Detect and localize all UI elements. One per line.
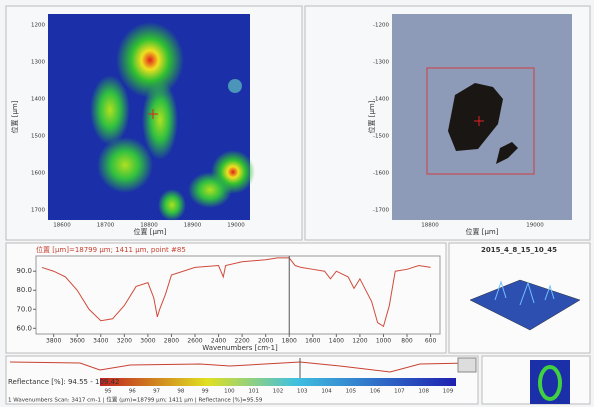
y-tick-label: 70.0 xyxy=(16,305,32,313)
colorbar-tick: 103 xyxy=(297,389,308,395)
map-y-label: 位置 [μm] xyxy=(10,100,19,133)
x-tick-label: 800 xyxy=(401,338,413,345)
x-tick-label: 2200 xyxy=(234,338,249,345)
image-y-tick: -1600 xyxy=(373,171,389,177)
y-tick-label: 60.0 xyxy=(16,324,32,332)
image-y-tick: -1500 xyxy=(373,134,389,140)
surface-title: 2015_4_8_15_10_45 xyxy=(481,246,557,254)
spectrum-panel xyxy=(6,243,446,353)
x-tick-label: 2600 xyxy=(187,338,202,345)
x-tick-label: 2000 xyxy=(258,338,273,345)
map-y-tick: 1400 xyxy=(31,97,45,103)
small-spot xyxy=(228,79,242,93)
map-y-tick: 1500 xyxy=(31,134,45,140)
hot-spot xyxy=(116,22,184,98)
x-tick-label: 1400 xyxy=(329,338,344,345)
colorbar-tick: 95 xyxy=(105,389,112,395)
colorbar xyxy=(100,378,456,386)
image-y-tick: -1700 xyxy=(373,208,389,214)
x-tick-label: 2800 xyxy=(164,338,179,345)
colorbar-tick: 96 xyxy=(129,389,136,395)
map-x-tick: 18900 xyxy=(184,223,202,229)
x-tick-label: 600 xyxy=(425,338,437,345)
x-tick-label: 3400 xyxy=(93,338,108,345)
heatmap xyxy=(48,14,255,221)
image-y-label: 位置 [μm] xyxy=(367,100,376,133)
spectrum-header: 位置 [μm]=18799 μm; 1411 μm, point #85 xyxy=(36,245,186,254)
microscope-image xyxy=(392,14,572,220)
colorbar-tick: 98 xyxy=(177,389,184,395)
image-y-tick: -1200 xyxy=(373,23,389,29)
x-tick-label: 1600 xyxy=(305,338,320,345)
image-y-tick: -1400 xyxy=(373,97,389,103)
colorbar-tick: 102 xyxy=(273,389,284,395)
x-tick-label: 3600 xyxy=(70,338,85,345)
colorbar-tick: 99 xyxy=(202,389,209,395)
x-tick-label: 1000 xyxy=(376,338,391,345)
range-text: Reflectance [%]: 94.55 - 109.42 xyxy=(8,378,119,386)
y-tick-label: 80.0 xyxy=(16,286,32,294)
x-tick-label: 1800 xyxy=(282,338,297,345)
colorbar-tick: 101 xyxy=(248,389,259,395)
map-y-tick: 1200 xyxy=(31,23,45,29)
colorbar-tick: 108 xyxy=(418,389,429,395)
warm-spot xyxy=(158,189,186,221)
x-tick-label: 1200 xyxy=(352,338,367,345)
x-tick-label: 3000 xyxy=(140,338,155,345)
screen: 位置 [μm] 位置 [μm] 位置 [μm] 位置 [μm] 位置 [μm]=… xyxy=(0,0,594,407)
colorbar-tick: 106 xyxy=(370,389,381,395)
colorbar-tick: 97 xyxy=(153,389,160,395)
image-y-tick: -1300 xyxy=(373,60,389,66)
warm-spot xyxy=(142,80,178,160)
x-tick-label: 3200 xyxy=(117,338,132,345)
x-tick-label: 2400 xyxy=(211,338,226,345)
swap-button[interactable] xyxy=(458,358,476,372)
map-y-tick: 1300 xyxy=(31,60,45,66)
map-y-tick: 1600 xyxy=(31,171,45,177)
image-x-label: 位置 [μm] xyxy=(466,227,499,236)
colorbar-tick: 105 xyxy=(346,389,357,395)
colorbar-tick: 109 xyxy=(443,389,454,395)
map-x-tick: 18600 xyxy=(53,223,71,229)
warm-spot xyxy=(188,172,232,208)
map-y-tick: 1700 xyxy=(31,208,45,214)
status-bar: 1 Wavenumbers Scan: 3417 cm-1 | 位置 (μm)=… xyxy=(8,396,263,404)
map-x-tick: 19000 xyxy=(227,223,245,229)
map-x-tick: 18700 xyxy=(97,223,115,229)
colorbar-tick: 100 xyxy=(224,389,235,395)
colorbar-tick: 104 xyxy=(321,389,332,395)
image-x-tick: 19000 xyxy=(526,223,544,229)
y-tick-label: 90.0 xyxy=(16,267,32,275)
x-tick-label: 3800 xyxy=(46,338,61,345)
map-x-tick: 18800 xyxy=(140,223,158,229)
warm-spot xyxy=(90,75,130,145)
image-x-tick: 18800 xyxy=(421,223,439,229)
warm-spot xyxy=(97,137,153,193)
spectrum-x-label: Wavenumbers [cm-1] xyxy=(202,344,278,352)
colorbar-tick: 107 xyxy=(394,389,405,395)
